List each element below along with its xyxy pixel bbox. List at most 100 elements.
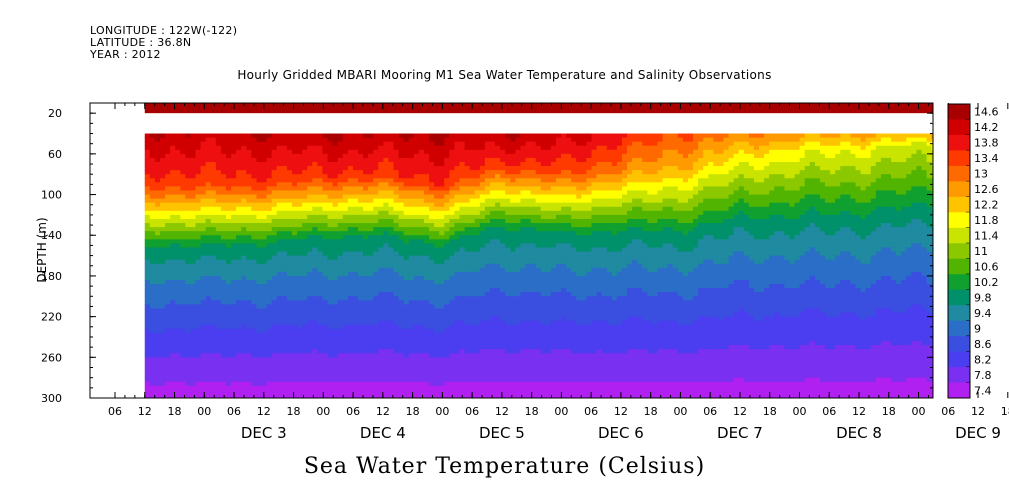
heatmap-cell: [266, 288, 273, 293]
heatmap-cell: [479, 296, 486, 301]
heatmap-cell: [297, 214, 303, 220]
heatmap-cell: [149, 275, 156, 281]
heatmap-cell: [393, 239, 400, 244]
heatmap-cell: [454, 145, 461, 151]
heatmap-cell: [489, 288, 496, 293]
heatmap-cell: [276, 389, 283, 395]
heatmap-cell: [505, 280, 511, 285]
heatmap-cell: [363, 336, 369, 342]
heatmap-cell: [236, 369, 242, 375]
heatmap-cell: [459, 381, 466, 387]
heatmap-cell: [322, 345, 329, 350]
heatmap-cell: [170, 381, 176, 387]
heatmap-cell: [368, 259, 374, 265]
heatmap-cell: [246, 206, 252, 212]
heatmap-cell: [454, 259, 461, 265]
heatmap-cell: [515, 345, 522, 350]
heatmap-cell: [205, 153, 212, 159]
heatmap-cell: [464, 170, 471, 175]
heatmap-cell: [363, 300, 369, 306]
heatmap-cell: [271, 170, 278, 175]
heatmap-cell: [474, 214, 481, 220]
heatmap-cell: [251, 198, 258, 204]
heatmap-cell: [510, 263, 516, 269]
heatmap-cell: [439, 292, 445, 297]
heatmap-cell: [439, 267, 445, 273]
heatmap-cell: [210, 345, 217, 350]
heatmap-cell: [241, 202, 247, 208]
heatmap-cell: [261, 267, 268, 273]
heatmap-cell: [236, 182, 242, 188]
heatmap-cell: [205, 170, 212, 175]
heatmap-cell: [159, 312, 166, 318]
heatmap-cell: [220, 243, 227, 249]
heatmap-cell: [231, 202, 237, 208]
heatmap-cell: [520, 214, 527, 220]
heatmap-cell: [388, 239, 395, 244]
heatmap-cell: [474, 336, 481, 342]
heatmap-cell: [302, 162, 308, 167]
heatmap-cell: [220, 166, 227, 171]
heatmap-cell: [185, 170, 192, 175]
heatmap-cell: [190, 174, 197, 179]
heatmap-cell: [190, 157, 197, 163]
heatmap-cell: [403, 316, 410, 322]
heatmap-cell: [378, 255, 384, 261]
heatmap-cell: [368, 296, 374, 301]
heatmap-cell: [241, 251, 247, 257]
heatmap-cell: [429, 214, 435, 220]
heatmap-cell: [246, 235, 252, 240]
heatmap-cell: [327, 308, 334, 314]
heatmap-cell: [423, 263, 430, 269]
heatmap-cell: [327, 381, 334, 387]
heatmap-cell: [251, 267, 258, 273]
heatmap-cell: [225, 373, 232, 379]
heatmap-cell: [368, 377, 374, 383]
heatmap-cell: [444, 361, 450, 367]
heatmap-cell: [500, 300, 506, 306]
heatmap-cell: [510, 381, 516, 387]
heatmap-cell: [286, 223, 293, 228]
heatmap-cell: [231, 214, 237, 220]
heatmap-cell: [261, 170, 268, 175]
heatmap-cell: [495, 223, 501, 228]
heatmap-cell: [347, 149, 354, 155]
heatmap-cell: [220, 312, 227, 318]
heatmap-cell: [352, 231, 359, 236]
heatmap-cell: [403, 275, 410, 281]
heatmap-cell: [525, 332, 532, 338]
heatmap-cell: [231, 361, 237, 367]
heatmap-cell: [205, 141, 212, 147]
heatmap-cell: [479, 255, 486, 261]
heatmap-cell: [327, 239, 334, 244]
heatmap-cell: [515, 341, 522, 346]
heatmap-cell: [251, 153, 258, 159]
heatmap-cell: [215, 336, 222, 342]
heatmap-cell: [165, 284, 171, 289]
heatmap-cell: [144, 345, 151, 350]
heatmap-cell: [241, 328, 247, 334]
heatmap-cell: [510, 296, 516, 301]
heatmap-cell: [261, 292, 268, 297]
heatmap-cell: [312, 251, 318, 257]
heatmap-cell: [144, 267, 151, 273]
heatmap-cell: [210, 137, 217, 143]
heatmap-cell: [449, 170, 456, 175]
heatmap-cell: [373, 308, 379, 314]
heatmap-cell: [373, 190, 379, 196]
heatmap-cell: [408, 267, 415, 273]
heatmap-cell: [530, 231, 537, 236]
heatmap-cell: [190, 218, 197, 224]
heatmap-cell: [383, 227, 390, 232]
heatmap-cell: [175, 332, 181, 338]
heatmap-cell: [530, 235, 537, 240]
heatmap-cell: [429, 349, 435, 354]
heatmap-cell: [175, 263, 181, 269]
heatmap-cell: [423, 137, 430, 143]
heatmap-cell: [418, 288, 425, 293]
heatmap-cell: [357, 284, 364, 289]
heatmap-cell: [175, 280, 181, 285]
heatmap-cell: [322, 166, 329, 171]
heatmap-cell: [403, 267, 410, 273]
heatmap-cell: [220, 247, 227, 253]
